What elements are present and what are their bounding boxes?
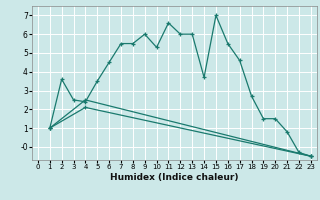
X-axis label: Humidex (Indice chaleur): Humidex (Indice chaleur) bbox=[110, 173, 239, 182]
